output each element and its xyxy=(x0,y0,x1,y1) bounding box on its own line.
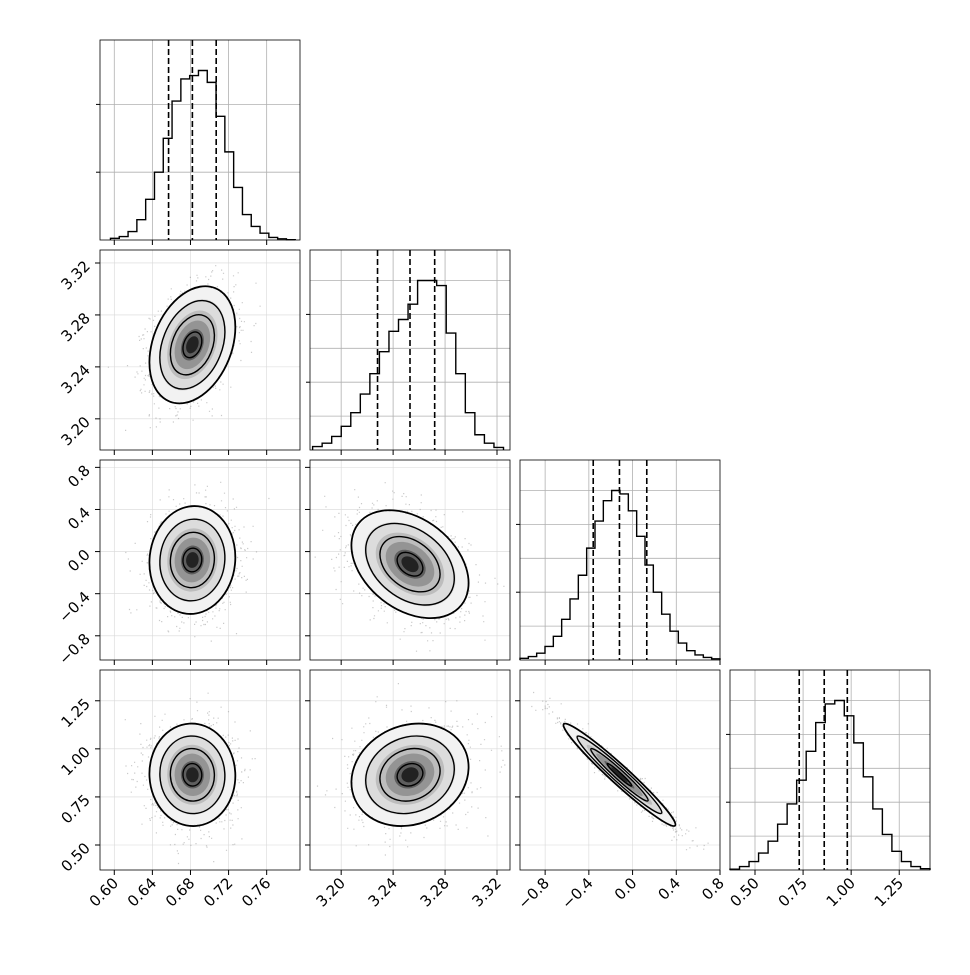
panel-frame xyxy=(309,669,511,871)
x-tick-label: 1.25 xyxy=(871,874,907,910)
y-tick-label: −0.4 xyxy=(55,588,93,626)
contour-line xyxy=(169,747,216,802)
contour-line xyxy=(350,509,470,620)
scatter-panel-1-0 xyxy=(100,250,300,450)
y-tick-label: 3.24 xyxy=(57,361,93,397)
panel-frame xyxy=(729,669,931,871)
scatter-panel-3-0 xyxy=(100,670,300,870)
x-tick-label: 3.32 xyxy=(468,874,504,910)
contour-line xyxy=(182,331,203,359)
contour-line xyxy=(606,762,633,787)
y-tick-label: 1.00 xyxy=(57,743,93,779)
contour-line xyxy=(148,505,237,615)
y-tick-label: 1.25 xyxy=(57,695,93,731)
contour-line xyxy=(169,314,216,376)
x-tick-label: 0.8 xyxy=(698,874,728,904)
y-tick-label: 0.75 xyxy=(57,791,93,827)
panel-frame xyxy=(309,459,511,661)
contour-line xyxy=(562,722,677,827)
x-tick-label: −0.4 xyxy=(558,874,596,912)
scatter-panel-3-2 xyxy=(520,670,720,870)
contour-line xyxy=(365,522,455,606)
contour-line xyxy=(182,547,203,573)
y-tick-label: 3.28 xyxy=(57,309,93,345)
y-tick-label: 3.20 xyxy=(57,413,93,449)
x-tick-label: 0.72 xyxy=(200,874,236,910)
y-tick-label: 0.4 xyxy=(64,504,94,534)
histogram-panel-2 xyxy=(306,249,511,451)
x-tick-label: 0.64 xyxy=(124,874,160,910)
y-tick-label: 0.50 xyxy=(57,839,93,875)
scatter-points xyxy=(316,683,506,856)
density-fill xyxy=(401,556,419,573)
contour-line xyxy=(365,735,455,815)
contour-line xyxy=(159,299,226,390)
histogram-steps xyxy=(109,69,296,241)
histogram-panel-4 xyxy=(726,669,931,871)
contour-line xyxy=(396,762,424,787)
scatter-panel-2-0 xyxy=(100,460,300,660)
scatter-points xyxy=(125,481,270,642)
panel-frame xyxy=(519,459,721,661)
panel-frame xyxy=(99,459,301,661)
histogram-panel-3 xyxy=(516,459,721,661)
panel-frame xyxy=(519,669,721,871)
scatter-points xyxy=(124,692,256,865)
y-tick-label: −0.8 xyxy=(55,630,93,668)
contour-line xyxy=(396,551,424,577)
contour-line xyxy=(590,747,649,802)
contour-line xyxy=(379,747,441,802)
x-tick-label: 0.76 xyxy=(238,874,274,910)
x-tick-label: 0.4 xyxy=(655,874,685,904)
density-fill xyxy=(186,552,199,568)
histogram-steps xyxy=(729,699,931,870)
contour-line xyxy=(148,722,237,827)
x-tick-label: −0.8 xyxy=(514,874,552,912)
contour-line xyxy=(182,762,203,787)
scatter-panel-3-1 xyxy=(310,670,510,870)
x-tick-label: 0.60 xyxy=(86,874,122,910)
density-fill xyxy=(611,767,628,783)
histogram-steps xyxy=(311,279,505,450)
contour-line xyxy=(379,535,441,593)
histogram-panel-1 xyxy=(96,39,301,241)
x-tick-label: 3.20 xyxy=(313,874,349,910)
x-tick-label: 3.24 xyxy=(365,874,401,910)
panel-frame xyxy=(309,249,511,451)
x-tick-label: 1.00 xyxy=(823,874,859,910)
x-tick-label: 0.68 xyxy=(162,874,198,910)
density-fill xyxy=(401,767,419,783)
scatter-panel-2-1 xyxy=(310,460,510,660)
contour-line xyxy=(350,722,470,827)
x-tick-label: 0.75 xyxy=(775,874,811,910)
x-tick-label: 0.0 xyxy=(611,874,641,904)
panel-frame xyxy=(99,249,301,451)
density-fill xyxy=(186,767,199,783)
contour-line xyxy=(148,285,237,405)
y-tick-label: 0.8 xyxy=(64,461,94,491)
contour-line xyxy=(159,518,226,602)
contour-line xyxy=(169,531,216,589)
panel-frame xyxy=(99,669,301,871)
x-tick-label: 3.28 xyxy=(417,874,453,910)
x-tick-label: 0.50 xyxy=(726,874,762,910)
y-tick-label: 0.0 xyxy=(64,546,94,576)
panel-frame xyxy=(99,39,301,241)
contour-line xyxy=(159,735,226,815)
y-tick-label: 3.32 xyxy=(57,257,93,293)
density-fill xyxy=(186,336,199,354)
contour-line xyxy=(576,735,663,815)
